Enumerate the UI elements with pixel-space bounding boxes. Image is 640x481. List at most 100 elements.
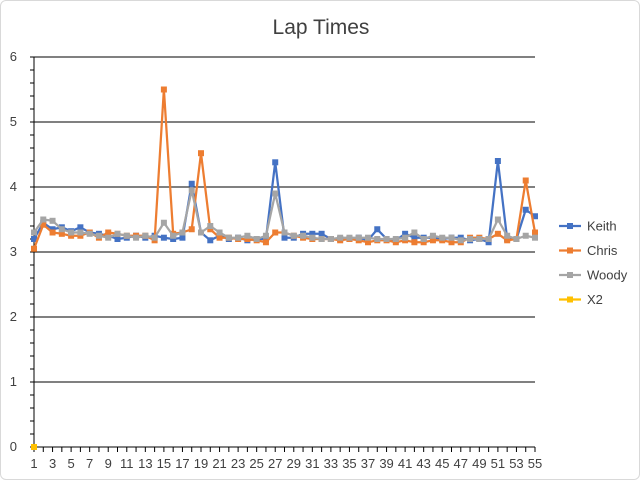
x-tick-label: 45 [435, 456, 449, 471]
data-point [188, 187, 195, 194]
data-point [429, 232, 436, 239]
x-tick-label: 53 [509, 456, 523, 471]
data-point [207, 237, 214, 244]
data-point [365, 234, 371, 241]
x-tick-label: 35 [342, 456, 356, 471]
data-point [494, 158, 501, 164]
data-point [262, 239, 269, 246]
data-point [392, 239, 399, 246]
y-tick-label: 6 [10, 49, 17, 64]
data-point [262, 232, 269, 239]
data-point [504, 237, 511, 244]
data-point [504, 232, 511, 239]
legend-label: Keith [587, 219, 617, 234]
data-point [105, 234, 112, 241]
data-point [58, 230, 65, 237]
data-point [179, 229, 186, 236]
data-point [448, 234, 455, 241]
data-point [49, 229, 56, 236]
data-point [411, 229, 418, 236]
data-point [327, 236, 334, 242]
legend-item-x2: X2 [559, 292, 603, 307]
legend-item-woody: Woody [559, 268, 628, 283]
series-chris [31, 86, 538, 252]
data-point [31, 245, 37, 252]
data-point [374, 226, 381, 233]
data-point [170, 236, 177, 242]
data-point [142, 232, 149, 239]
y-tick-label: 3 [10, 244, 17, 259]
data-point [402, 234, 409, 241]
data-point [216, 234, 223, 241]
legend-swatch-marker [567, 272, 573, 278]
data-point [309, 230, 316, 237]
data-point [235, 234, 242, 241]
x-tick-label: 43 [416, 456, 430, 471]
y-tick-label: 1 [10, 374, 17, 389]
y-tick-label: 4 [10, 179, 17, 194]
chart-title: Lap Times [273, 16, 370, 39]
data-point [439, 234, 446, 241]
x-tick-label: 5 [67, 456, 74, 471]
data-point [179, 234, 186, 241]
data-point [86, 230, 93, 237]
data-point [318, 230, 325, 237]
x-tick-label: 47 [454, 456, 468, 471]
data-point [31, 444, 37, 450]
data-point [105, 229, 112, 236]
data-point [494, 216, 501, 223]
x-tick-label: 55 [528, 456, 542, 471]
legend-label: Chris [587, 243, 618, 258]
legend-item-keith: Keith [559, 219, 617, 234]
data-point [355, 234, 362, 241]
data-point [290, 232, 297, 239]
x-tick-label: 37 [361, 456, 375, 471]
data-point [337, 234, 344, 241]
y-tick-label: 2 [10, 309, 17, 324]
x-tick-label: 11 [120, 456, 134, 471]
x-tick-label: 27 [268, 456, 282, 471]
data-point [411, 239, 418, 246]
data-point [207, 226, 214, 233]
legend-swatch-marker [567, 223, 573, 229]
x-tick-label: 9 [105, 456, 112, 471]
x-tick-label: 17 [175, 456, 189, 471]
y-tick-label: 0 [10, 439, 17, 454]
data-point [346, 234, 353, 241]
x-tick-label: 39 [379, 456, 393, 471]
legend: Keith Chris Woody X2 [559, 219, 628, 307]
data-point [58, 226, 65, 233]
data-point [467, 236, 474, 242]
x-tick-label: 51 [491, 456, 505, 471]
data-point [281, 234, 288, 241]
data-point [392, 236, 399, 242]
data-point [114, 230, 121, 237]
data-point [170, 232, 177, 239]
data-point [429, 237, 436, 244]
data-point [160, 86, 167, 93]
data-point [216, 229, 223, 236]
data-point [485, 236, 492, 242]
data-point [31, 236, 37, 242]
data-point [420, 239, 427, 246]
x-tick-label: 25 [249, 456, 263, 471]
legend-swatch-marker [567, 296, 573, 303]
data-point [188, 226, 195, 233]
data-point [160, 234, 167, 241]
data-point [49, 226, 56, 233]
data-point [522, 232, 529, 239]
data-point [522, 206, 529, 213]
data-point [532, 229, 538, 236]
data-point [513, 236, 520, 242]
data-point [522, 177, 529, 184]
series-x2 [31, 444, 37, 450]
data-point [532, 234, 538, 241]
legend-swatch-marker [567, 247, 573, 254]
data-point [448, 239, 455, 246]
data-point [151, 234, 158, 241]
data-point [198, 229, 204, 236]
x-tick-label: 21 [212, 456, 226, 471]
